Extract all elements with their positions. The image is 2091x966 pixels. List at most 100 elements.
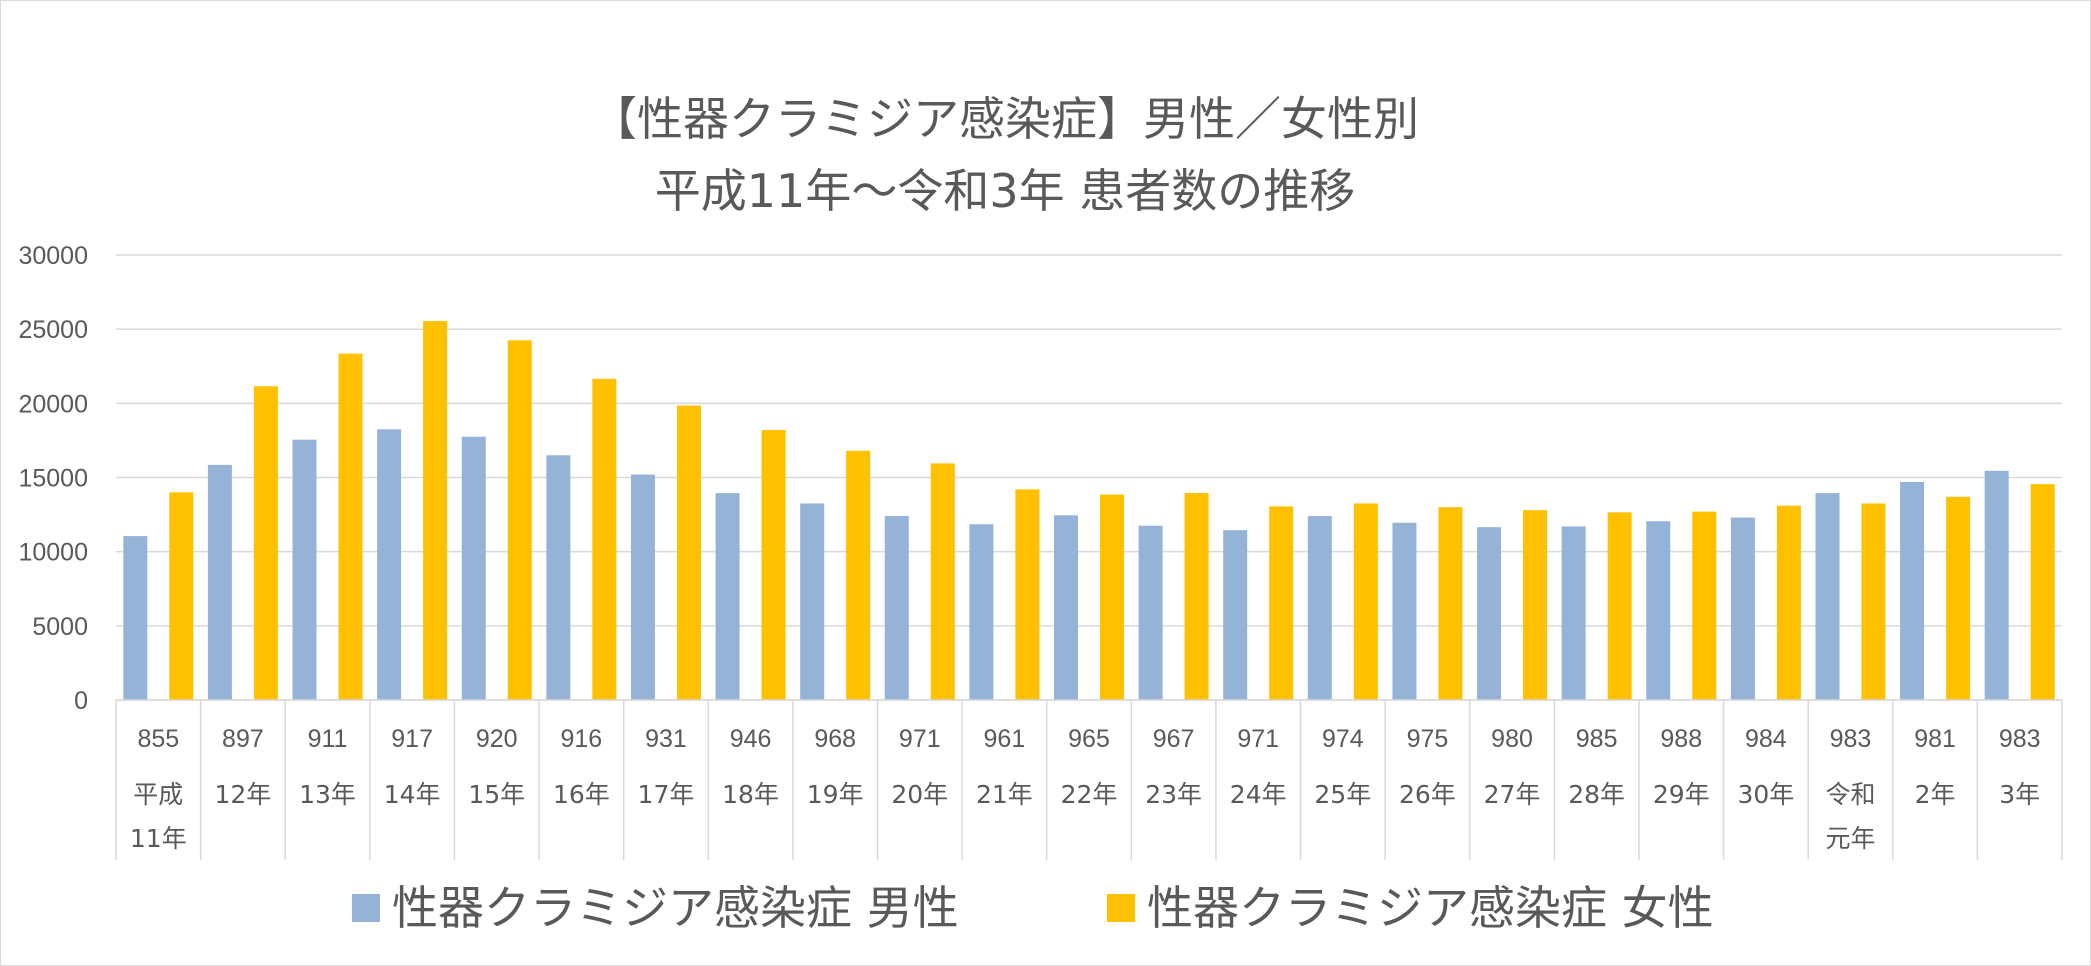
bar-female [338, 353, 363, 700]
legend-swatch [1107, 894, 1135, 922]
category-label: 元年 [1825, 824, 1875, 853]
category-label: 16年 [553, 780, 610, 809]
bar-male [884, 516, 909, 700]
category-count: 911 [308, 725, 348, 753]
category-label: 23年 [1145, 780, 1202, 809]
category-label: 令和 [1825, 780, 1875, 809]
category-count: 984 [1745, 725, 1787, 753]
category-count: 920 [476, 725, 518, 753]
bar-female [1946, 496, 1971, 700]
bar-male [1561, 526, 1586, 700]
bar-male [1307, 516, 1332, 700]
category-label: 11年 [130, 824, 187, 853]
bar-male [377, 429, 402, 700]
category-count: 946 [730, 725, 772, 753]
category-label: 18年 [722, 780, 779, 809]
category-count: 967 [1153, 725, 1195, 753]
bar-female [761, 430, 786, 700]
category-label: 24年 [1230, 780, 1287, 809]
y-tick-label: 10000 [18, 539, 88, 567]
category-label: 28年 [1568, 780, 1625, 809]
bar-female [1015, 489, 1040, 700]
category-count: 917 [391, 725, 433, 753]
y-tick-label: 20000 [18, 390, 88, 418]
category-count: 971 [1237, 725, 1279, 753]
category-label: 30年 [1737, 780, 1794, 809]
category-count: 961 [984, 725, 1026, 753]
bars [123, 321, 2055, 700]
category-label: 25年 [1314, 780, 1371, 809]
bar-male [1646, 521, 1671, 700]
category-label: 13年 [299, 780, 356, 809]
bar-male [1730, 517, 1755, 700]
bar-female [592, 378, 617, 700]
chart-title-line-2: 平成11年〜令和3年 患者数の推移 [655, 164, 1355, 218]
bar-female [2030, 484, 2055, 700]
category-label: 12年 [215, 780, 272, 809]
bar-female [1269, 506, 1294, 700]
category-label: 3年 [1999, 780, 2040, 809]
y-axis: 30000 25000 20000 15000 10000 5000 0 [18, 242, 88, 715]
bar-male [546, 455, 571, 700]
category-label: 15年 [468, 780, 525, 809]
bar-male [630, 474, 655, 700]
category-label: 27年 [1484, 780, 1541, 809]
bar-male [1392, 522, 1417, 700]
bar-female [1692, 511, 1717, 700]
bar-female [423, 321, 448, 700]
y-tick-label: 15000 [18, 465, 88, 493]
legend: 性器クラミジア感染症 男性 性器クラミジア感染症 女性 [352, 881, 1714, 935]
bar-female [930, 463, 955, 700]
category-count: 988 [1660, 725, 1702, 753]
bar-male [800, 503, 825, 700]
bar-female [507, 340, 532, 700]
category-count: 855 [137, 725, 179, 753]
bar-male [1054, 515, 1078, 700]
bar-female [846, 450, 871, 700]
y-tick-label: 30000 [18, 242, 88, 270]
category-label: 平成 [133, 780, 183, 809]
category-count: 985 [1576, 725, 1618, 753]
chart-title-line-1: 【性器クラミジア感染症】男性／女性別 [591, 92, 1419, 146]
bar-male [1223, 530, 1248, 700]
x-axis-table: 855 平成 11年 897 12年 911 13年 917 14年 920 15年 916 16年 93… [115, 699, 2063, 860]
bar-female [169, 492, 194, 700]
legend-label: 性器クラミジア感染症 女性 [1147, 881, 1714, 935]
bar-male [969, 524, 994, 700]
gridlines [116, 254, 2062, 701]
category-count: 974 [1322, 725, 1364, 753]
legend-swatch [352, 894, 380, 922]
category-count: 931 [645, 725, 687, 753]
y-tick-label: 5000 [32, 613, 88, 641]
bar-male [715, 493, 740, 700]
category-count: 983 [1999, 725, 2041, 753]
y-tick-label: 0 [74, 687, 88, 715]
category-count: 980 [1491, 725, 1533, 753]
bar-female [1523, 510, 1548, 700]
bar-male [1900, 481, 1925, 700]
category-label: 29年 [1653, 780, 1710, 809]
category-count: 975 [1407, 725, 1449, 753]
bar-male [123, 536, 148, 700]
bar-female [253, 386, 278, 700]
category-label: 14年 [384, 780, 441, 809]
category-label: 17年 [638, 780, 695, 809]
bar-female [676, 405, 701, 700]
y-tick-label: 25000 [18, 316, 88, 344]
category-count: 965 [1068, 725, 1110, 753]
category-count: 897 [222, 725, 264, 753]
category-count: 968 [814, 725, 856, 753]
category-count: 983 [1830, 725, 1872, 753]
category-label: 19年 [807, 780, 864, 809]
category-label: 21年 [976, 780, 1033, 809]
category-label: 22年 [1061, 780, 1118, 809]
bar-female [1353, 503, 1378, 700]
bar-female [1438, 507, 1463, 700]
bar-female [1100, 494, 1124, 700]
category-count: 971 [899, 725, 941, 753]
legend-label: 性器クラミジア感染症 男性 [392, 881, 959, 935]
category-label: 20年 [891, 780, 948, 809]
category-count: 981 [1914, 725, 1956, 753]
bar-female [1861, 503, 1886, 700]
